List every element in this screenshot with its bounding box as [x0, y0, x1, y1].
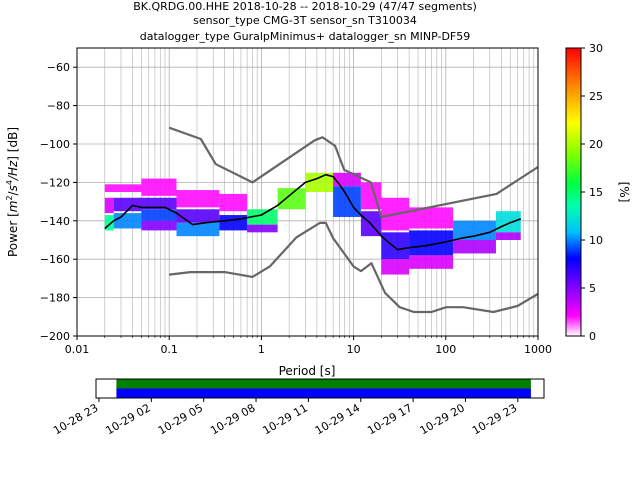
colorbar-tick-label: 0 [589, 330, 596, 343]
density-cell [453, 240, 496, 254]
x-tick-label: 100 [435, 343, 456, 356]
noise-model-lines [104, 126, 538, 314]
ppsd-density [104, 172, 521, 275]
chart-title-line-3: datalogger_type GuralpMinimus+ datalogge… [140, 30, 471, 43]
x-tick-label: 0.01 [65, 343, 90, 356]
chart-title-line-1: BK.QRDG.00.HHE 2018-10-28 -- 2018-10-29 … [133, 0, 477, 13]
timeline-tick-label: 10-29 17 [365, 401, 414, 437]
timeline-tick-label: 10-29 05 [156, 401, 205, 437]
density-cell [333, 172, 361, 187]
y-tick-label: −160 [40, 253, 70, 266]
density-cell [409, 230, 454, 256]
density-cell [409, 207, 454, 229]
timeline-tick-label: 10-28 23 [51, 401, 100, 437]
x-tick-label: 1000 [524, 343, 552, 356]
timeline-tick-label: 10-29 02 [103, 401, 152, 437]
density-cell [176, 209, 220, 223]
timeline-data-bar [116, 388, 531, 398]
density-cell [381, 232, 410, 260]
y-tick-label: −80 [47, 100, 70, 113]
colorbar [565, 47, 582, 337]
colorbar-tick-label: 10 [589, 234, 603, 247]
density-cell [495, 232, 521, 240]
x-tick-label: 1 [258, 343, 265, 356]
colorbar-tick-label: 30 [589, 42, 603, 55]
density-cell [104, 197, 114, 214]
density-cell [176, 190, 220, 208]
density-cell [113, 197, 142, 212]
colorbar-tick-label: 25 [589, 90, 603, 103]
colorbar-tick-label: 20 [589, 138, 603, 151]
x-tick-label: 0.1 [160, 343, 178, 356]
y-axis-label: Power [m2/s4/Hz] [dB] [5, 127, 20, 257]
timeline-tick-label: 10-29 23 [470, 401, 519, 437]
density-cell [176, 222, 220, 237]
x-tick-label: 10 [347, 343, 361, 356]
density-cell [141, 178, 177, 196]
mode-line [104, 173, 522, 251]
grid-lines [76, 48, 538, 337]
colorbar-label: [%] [617, 182, 631, 203]
nlnm-line [169, 221, 538, 314]
density-cell [247, 224, 278, 233]
timeline-coverage [116, 379, 531, 398]
timeline-tick-label: 10-29 20 [418, 401, 467, 437]
density-cell [247, 209, 278, 225]
y-tick-label: −100 [40, 138, 70, 151]
y-tick-label: −120 [40, 176, 70, 189]
y-tick-label: −140 [40, 215, 70, 228]
density-cell [141, 220, 177, 231]
timeline-used-bar [116, 379, 531, 389]
colorbar-tick-label: 15 [589, 186, 603, 199]
density-cell [495, 211, 521, 233]
density-cell [409, 255, 454, 269]
x-axis-label: Period [s] [279, 364, 336, 378]
timeline-ticks: 10-28 23 10-29 02 10-29 05 10-29 08 10-29 11… [51, 398, 519, 437]
colorbar-ticks: 0 5 10 15 20 25 30 [581, 42, 603, 343]
y-tick-label: −60 [47, 61, 70, 74]
timeline-tick-label: 10-29 08 [208, 401, 257, 437]
density-cell [333, 186, 361, 217]
y-axis-ticks: −60 −80 −100 −120 −140 −160 −180 −200 [40, 61, 77, 343]
density-cell [219, 215, 248, 231]
timeline-tick-label: 10-29 14 [313, 401, 362, 437]
density-cell [277, 188, 306, 210]
density-cell [219, 193, 248, 212]
y-tick-label: −200 [40, 330, 70, 343]
chart-title-line-2: sensor_type CMG-3T sensor_sn T310034 [193, 14, 417, 27]
density-cell [381, 259, 410, 275]
timeline-frame [95, 378, 545, 399]
density-cell [305, 172, 334, 192]
density-cell [453, 220, 496, 240]
density-cell [141, 209, 177, 221]
x-axis-ticks: 0.01 0.1 1 10 100 1000 [65, 336, 552, 356]
density-cell [104, 215, 114, 231]
y-tick-label: −180 [40, 292, 70, 305]
density-cell [113, 213, 142, 229]
density-cell [141, 197, 177, 210]
nhnm-line [168, 126, 538, 219]
timeline-tick-label: 10-29 11 [261, 401, 310, 437]
plot-frame [76, 47, 539, 337]
density-cell [104, 184, 142, 192]
colorbar-tick-label: 5 [589, 282, 596, 295]
